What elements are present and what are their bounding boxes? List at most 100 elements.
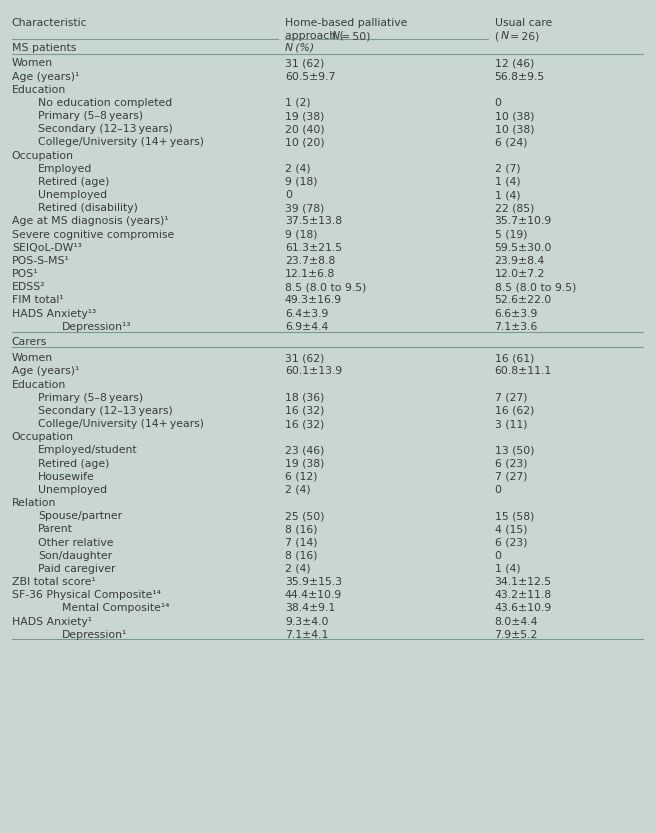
Text: 19 (38): 19 (38) <box>285 459 324 469</box>
Text: 20 (40): 20 (40) <box>285 124 324 134</box>
Text: 8 (16): 8 (16) <box>285 525 318 535</box>
Text: 10 (38): 10 (38) <box>495 111 534 121</box>
Text: 7 (27): 7 (27) <box>495 393 527 403</box>
Text: POS-S-MS¹: POS-S-MS¹ <box>12 256 69 266</box>
Text: 60.5±9.7: 60.5±9.7 <box>285 72 335 82</box>
Text: 0: 0 <box>495 485 502 495</box>
Text: 35.7±10.9: 35.7±10.9 <box>495 217 552 227</box>
Text: 23.7±8.8: 23.7±8.8 <box>285 256 335 266</box>
Text: Mental Composite¹⁴: Mental Composite¹⁴ <box>62 603 170 613</box>
Text: 31 (62): 31 (62) <box>285 353 324 363</box>
Text: Paid caregiver: Paid caregiver <box>38 564 115 574</box>
Text: Unemployed: Unemployed <box>38 485 107 495</box>
Text: Women: Women <box>12 353 53 363</box>
Text: Occupation: Occupation <box>12 151 74 161</box>
Text: College/University (14+ years): College/University (14+ years) <box>38 137 204 147</box>
Text: 1 (4): 1 (4) <box>495 564 520 574</box>
Text: 61.3±21.5: 61.3±21.5 <box>285 242 342 252</box>
Text: N: N <box>501 32 509 42</box>
Text: 12 (46): 12 (46) <box>495 58 534 68</box>
Text: 16 (61): 16 (61) <box>495 353 534 363</box>
Text: Characteristic: Characteristic <box>12 18 87 28</box>
Text: 19 (38): 19 (38) <box>285 111 324 121</box>
Text: Women: Women <box>12 58 53 68</box>
Text: 7.1±3.6: 7.1±3.6 <box>495 322 538 332</box>
Text: Depression¹: Depression¹ <box>62 630 128 640</box>
Text: Occupation: Occupation <box>12 432 74 442</box>
Text: Education: Education <box>12 380 66 390</box>
Text: 2 (4): 2 (4) <box>285 164 310 174</box>
Text: 9 (18): 9 (18) <box>285 177 318 187</box>
Text: 8.5 (8.0 to 9.5): 8.5 (8.0 to 9.5) <box>285 282 366 292</box>
Text: POS¹: POS¹ <box>12 269 38 279</box>
Text: N (%): N (%) <box>285 42 314 52</box>
Text: 43.6±10.9: 43.6±10.9 <box>495 603 552 613</box>
Text: 2 (7): 2 (7) <box>495 164 520 174</box>
Text: 6.4±3.9: 6.4±3.9 <box>285 308 328 318</box>
Text: 16 (62): 16 (62) <box>495 406 534 416</box>
Text: 43.2±11.8: 43.2±11.8 <box>495 591 552 601</box>
Text: 18 (36): 18 (36) <box>285 393 324 403</box>
Text: 7.1±4.1: 7.1±4.1 <box>285 630 328 640</box>
Text: EDSS²: EDSS² <box>12 282 45 292</box>
Text: 23 (46): 23 (46) <box>285 446 324 456</box>
Text: 49.3±16.9: 49.3±16.9 <box>285 296 342 306</box>
Text: Age (years)¹: Age (years)¹ <box>12 72 79 82</box>
Text: Parent: Parent <box>38 525 73 535</box>
Text: 22 (85): 22 (85) <box>495 203 534 213</box>
Text: 2 (4): 2 (4) <box>285 564 310 574</box>
Text: 37.5±13.8: 37.5±13.8 <box>285 217 342 227</box>
Text: Relation: Relation <box>12 498 56 508</box>
Text: 0: 0 <box>495 551 502 561</box>
Text: 39 (78): 39 (78) <box>285 203 324 213</box>
Text: Unemployed: Unemployed <box>38 190 107 200</box>
Text: HADS Anxiety¹³: HADS Anxiety¹³ <box>12 308 96 318</box>
Text: Other relative: Other relative <box>38 537 113 547</box>
Text: College/University (14+ years): College/University (14+ years) <box>38 419 204 429</box>
Text: No education completed: No education completed <box>38 98 172 108</box>
Text: Primary (5–8 years): Primary (5–8 years) <box>38 393 143 403</box>
Text: 6.9±4.4: 6.9±4.4 <box>285 322 328 332</box>
Text: 2 (4): 2 (4) <box>285 485 310 495</box>
Text: Son/daughter: Son/daughter <box>38 551 112 561</box>
Text: 1 (4): 1 (4) <box>495 177 520 187</box>
Text: Age (years)¹: Age (years)¹ <box>12 367 79 377</box>
Text: Age at MS diagnosis (years)¹: Age at MS diagnosis (years)¹ <box>12 217 168 227</box>
Text: Usual care: Usual care <box>495 18 552 28</box>
Text: 0: 0 <box>285 190 292 200</box>
Text: approach (: approach ( <box>285 32 344 42</box>
Text: 9 (18): 9 (18) <box>285 230 318 240</box>
Text: SF-36 Physical Composite¹⁴: SF-36 Physical Composite¹⁴ <box>12 591 160 601</box>
Text: N: N <box>332 32 340 42</box>
Text: Home-based palliative: Home-based palliative <box>285 18 407 28</box>
Text: 5 (19): 5 (19) <box>495 230 527 240</box>
Text: Retired (disability): Retired (disability) <box>38 203 138 213</box>
Text: Spouse/partner: Spouse/partner <box>38 511 122 521</box>
Text: 35.9±15.3: 35.9±15.3 <box>285 577 342 587</box>
Text: 38.4±9.1: 38.4±9.1 <box>285 603 335 613</box>
Text: ZBI total score¹: ZBI total score¹ <box>12 577 96 587</box>
Text: Employed: Employed <box>38 164 92 174</box>
Text: 15 (58): 15 (58) <box>495 511 534 521</box>
Text: MS patients: MS patients <box>12 42 76 52</box>
Text: Depression¹³: Depression¹³ <box>62 322 132 332</box>
Text: Housewife: Housewife <box>38 471 95 481</box>
Text: 8 (16): 8 (16) <box>285 551 318 561</box>
Text: 7.9±5.2: 7.9±5.2 <box>495 630 538 640</box>
Text: 0: 0 <box>495 98 502 108</box>
Text: Retired (age): Retired (age) <box>38 177 109 187</box>
Text: Secondary (12–13 years): Secondary (12–13 years) <box>38 406 173 416</box>
Text: FIM total¹: FIM total¹ <box>12 296 64 306</box>
Text: 8.5 (8.0 to 9.5): 8.5 (8.0 to 9.5) <box>495 282 576 292</box>
Text: 6 (24): 6 (24) <box>495 137 527 147</box>
Text: 8.0±4.4: 8.0±4.4 <box>495 616 538 626</box>
Text: Carers: Carers <box>12 337 47 347</box>
Text: 52.6±22.0: 52.6±22.0 <box>495 296 552 306</box>
Text: 16 (32): 16 (32) <box>285 419 324 429</box>
Text: Primary (5–8 years): Primary (5–8 years) <box>38 111 143 121</box>
Text: 60.1±13.9: 60.1±13.9 <box>285 367 342 377</box>
Text: 13 (50): 13 (50) <box>495 446 534 456</box>
Text: Education: Education <box>12 85 66 95</box>
Text: 4 (15): 4 (15) <box>495 525 527 535</box>
Text: 10 (38): 10 (38) <box>495 124 534 134</box>
